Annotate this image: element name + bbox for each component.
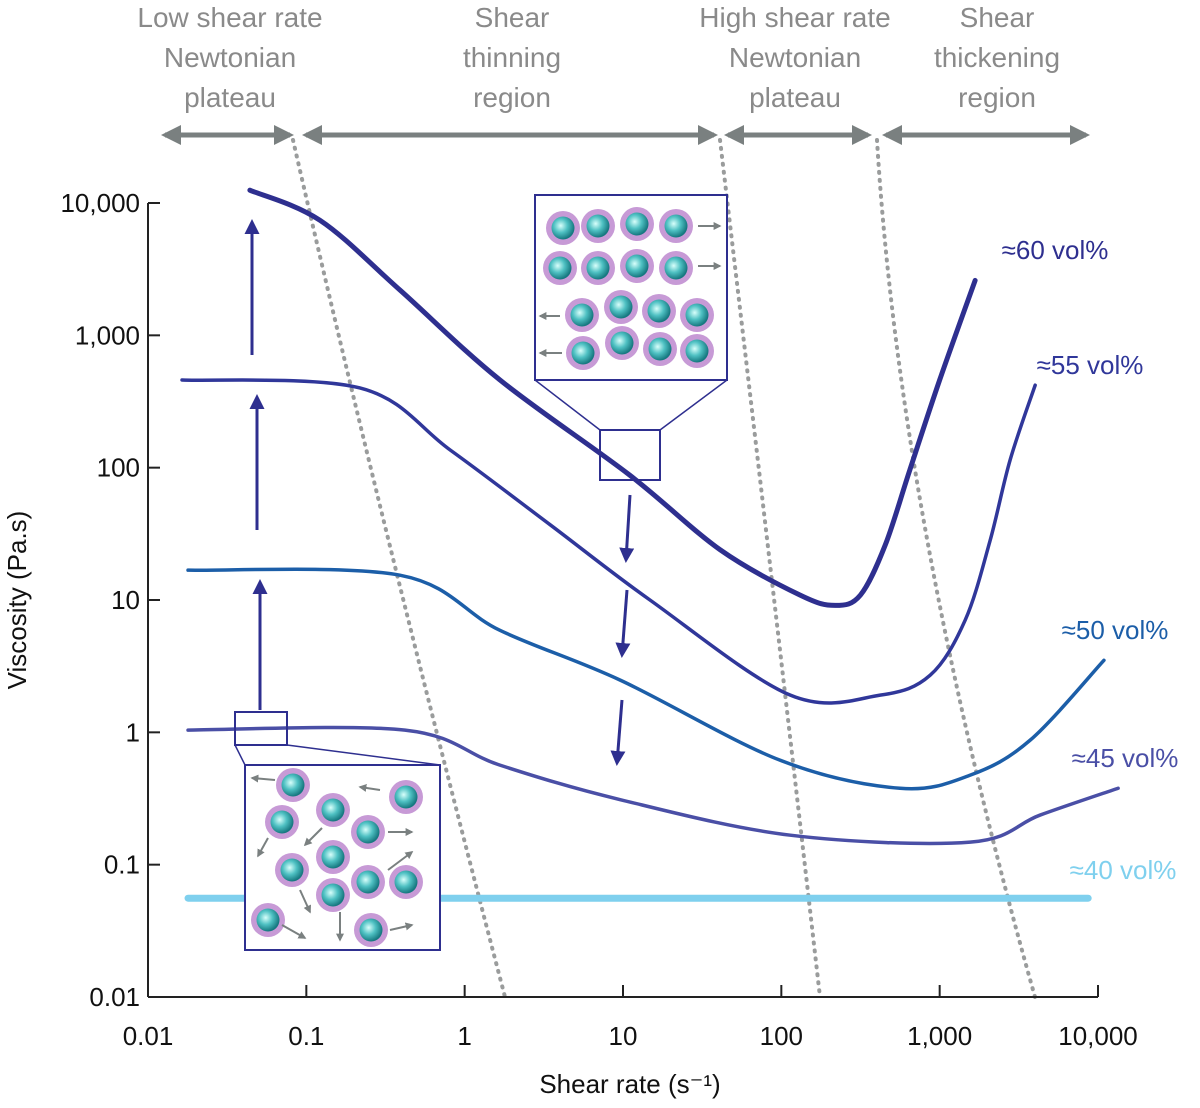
x-tick-label: 0.1 xyxy=(288,1021,324,1051)
region-label: Newtonian xyxy=(164,42,296,73)
region-label: Shear xyxy=(960,2,1035,33)
region-label: High shear rate xyxy=(699,2,890,33)
region-label: thickening xyxy=(934,42,1060,73)
series-line xyxy=(180,378,1037,705)
region-label: region xyxy=(473,82,551,113)
viscosity-arrows xyxy=(244,219,635,766)
y-tick-label: 0.01 xyxy=(89,982,140,1012)
series-label: ≈50 vol% xyxy=(1062,615,1169,645)
y-tick-label: 10 xyxy=(111,585,140,615)
series-line xyxy=(186,567,1106,791)
x-axis-label: Shear rate (s⁻¹) xyxy=(539,1069,720,1099)
region-label: thinning xyxy=(463,42,561,73)
boundary-lines xyxy=(291,138,1037,999)
x-tick-label: 100 xyxy=(760,1021,803,1051)
y-tick-label: 100 xyxy=(97,453,140,483)
inset-random xyxy=(234,711,441,951)
region-label: Newtonian xyxy=(729,42,861,73)
series-line xyxy=(247,187,978,608)
x-tick-label: 0.01 xyxy=(123,1021,174,1051)
series-label: ≈40 vol% xyxy=(1070,855,1177,885)
y-tick-label: 10,000 xyxy=(60,188,140,218)
x-tick-label: 1,000 xyxy=(907,1021,972,1051)
x-tick-label: 10 xyxy=(609,1021,638,1051)
region-label: region xyxy=(958,82,1036,113)
y-tick-label: 1 xyxy=(126,717,140,747)
plot-area xyxy=(180,187,1120,902)
y-axis-label: Viscosity (Pa.s) xyxy=(2,511,32,690)
region-label: plateau xyxy=(749,82,841,113)
y-tick-label: 1,000 xyxy=(75,320,140,350)
x-tick-label: 10,000 xyxy=(1058,1021,1138,1051)
region-label: plateau xyxy=(184,82,276,113)
x-tick-label: 1 xyxy=(457,1021,471,1051)
series-label: ≈55 vol% xyxy=(1037,350,1144,380)
y-tick-label: 0.1 xyxy=(104,850,140,880)
region-label: Shear xyxy=(475,2,550,33)
inset-ordered xyxy=(534,194,728,481)
region-label: Low shear rate xyxy=(137,2,322,33)
series-label: ≈45 vol% xyxy=(1072,743,1179,773)
series-label: ≈60 vol% xyxy=(1002,235,1109,265)
series-line xyxy=(186,725,1120,846)
